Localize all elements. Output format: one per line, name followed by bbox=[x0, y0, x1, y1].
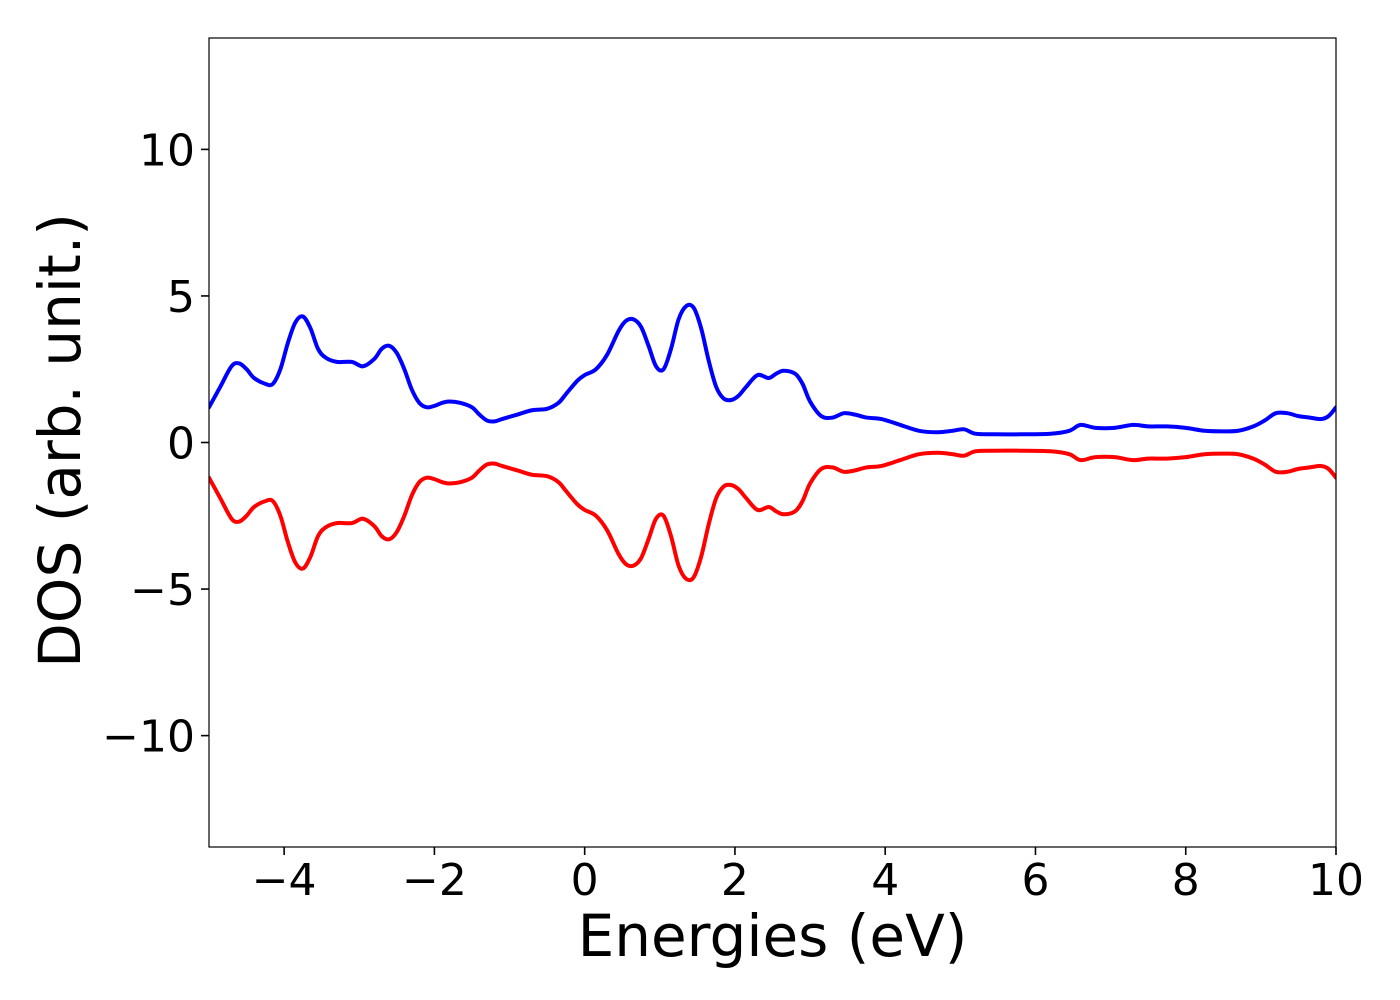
series-line-2 bbox=[209, 448, 1336, 583]
x-tick-label: 2 bbox=[721, 855, 749, 906]
x-tick-label: −2 bbox=[402, 855, 467, 906]
x-tick-label: −4 bbox=[252, 855, 317, 906]
tick-layer: −4 −2 0 2 4 6 8 10 −10 −5 0 5 10 bbox=[102, 125, 1364, 906]
x-tick-label: 4 bbox=[871, 855, 899, 906]
series-layer bbox=[209, 302, 1336, 583]
x-axis-label: Energies (eV) bbox=[578, 902, 968, 970]
y-axis-label: DOS (arb. unit.) bbox=[26, 213, 94, 668]
series-line-1 bbox=[209, 302, 1336, 437]
y-tick-label: 5 bbox=[167, 272, 195, 323]
x-tick-label: 0 bbox=[571, 855, 599, 906]
y-tick-label: −10 bbox=[102, 712, 195, 763]
x-tick-label: 10 bbox=[1308, 855, 1364, 906]
y-tick-label: −5 bbox=[130, 565, 195, 616]
x-tick-label: 6 bbox=[1021, 855, 1049, 906]
y-tick-label: 0 bbox=[167, 419, 195, 470]
y-tick-label: 10 bbox=[139, 125, 195, 176]
plot-frame bbox=[208, 37, 1337, 848]
x-tick-label: 8 bbox=[1172, 855, 1200, 906]
